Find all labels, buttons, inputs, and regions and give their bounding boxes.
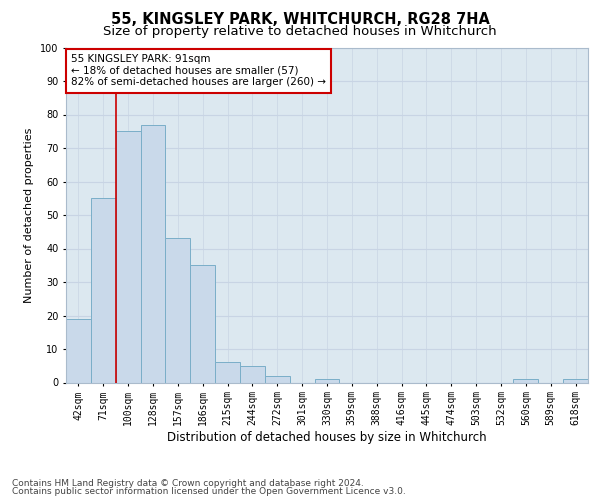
Bar: [190, 265, 215, 382]
Y-axis label: Number of detached properties: Number of detached properties: [25, 128, 34, 302]
Bar: [116, 131, 140, 382]
Bar: [66, 319, 91, 382]
Text: 55, KINGSLEY PARK, WHITCHURCH, RG28 7HA: 55, KINGSLEY PARK, WHITCHURCH, RG28 7HA: [110, 12, 490, 28]
Bar: [514, 379, 538, 382]
Bar: [240, 366, 265, 382]
Bar: [140, 124, 166, 382]
Bar: [215, 362, 240, 382]
Bar: [91, 198, 116, 382]
Bar: [314, 379, 340, 382]
Bar: [166, 238, 190, 382]
Text: 55 KINGSLEY PARK: 91sqm
← 18% of detached houses are smaller (57)
82% of semi-de: 55 KINGSLEY PARK: 91sqm ← 18% of detache…: [71, 54, 326, 88]
X-axis label: Distribution of detached houses by size in Whitchurch: Distribution of detached houses by size …: [167, 431, 487, 444]
Text: Size of property relative to detached houses in Whitchurch: Size of property relative to detached ho…: [103, 25, 497, 38]
Text: Contains HM Land Registry data © Crown copyright and database right 2024.: Contains HM Land Registry data © Crown c…: [12, 478, 364, 488]
Text: Contains public sector information licensed under the Open Government Licence v3: Contains public sector information licen…: [12, 487, 406, 496]
Bar: [265, 376, 290, 382]
Bar: [563, 379, 588, 382]
